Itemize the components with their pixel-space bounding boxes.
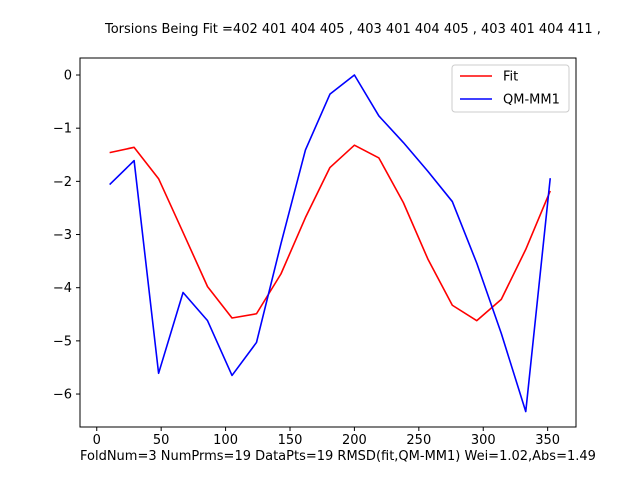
x-tick-label: 300 [471, 433, 496, 448]
x-tick-label: 100 [213, 433, 238, 448]
y-tick-label: −5 [53, 334, 72, 349]
plot-frame [79, 57, 577, 428]
y-tick-label: −4 [53, 281, 72, 296]
legend: Fit QM-MM1 [451, 64, 570, 113]
y-tick-label: −1 [53, 122, 72, 137]
series-line-fit [109, 144, 551, 322]
legend-label-qm-mm1: QM-MM1 [503, 93, 560, 108]
y-tick-label: 0 [64, 69, 72, 84]
series-line-qm-mm1 [109, 74, 552, 413]
x-axis: 0 50 100 150 200 250 300 350 [93, 427, 560, 448]
x-tick-label: 350 [535, 433, 560, 448]
chart-footer: FoldNum=3 NumPrms=19 DataPts=19 RMSD(fit… [80, 449, 596, 464]
x-tick-label: 150 [278, 433, 303, 448]
x-tick-label: 250 [406, 433, 431, 448]
x-tick-label: 200 [342, 433, 367, 448]
y-axis: 0 −1 −2 −3 −4 −5 −6 [53, 69, 80, 403]
x-tick-label: 50 [153, 433, 170, 448]
y-tick-label: −2 [53, 175, 72, 190]
x-tick-label: 0 [93, 433, 101, 448]
chart-title: Torsions Being Fit =402 401 404 405 , 40… [104, 22, 601, 37]
y-tick-label: −3 [53, 228, 72, 243]
y-tick-label: −6 [53, 388, 72, 403]
plot-lines [109, 74, 552, 413]
legend-label-fit: Fit [503, 70, 518, 85]
